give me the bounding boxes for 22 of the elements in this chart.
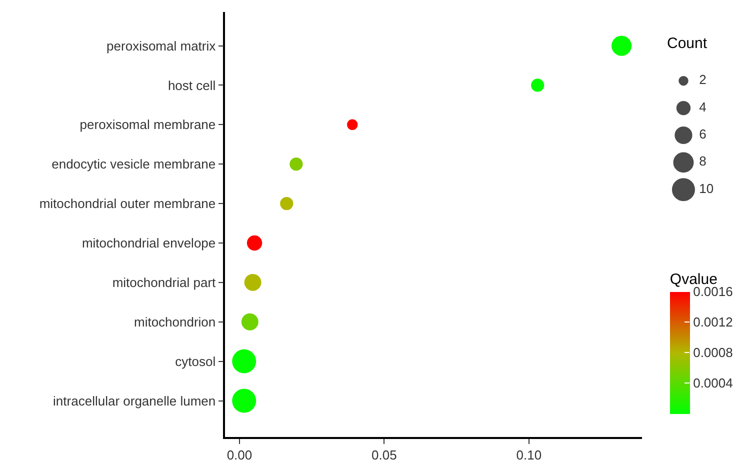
legend-title: Count: [667, 35, 708, 52]
y-tick-label: endocytic vesicle membrane: [52, 156, 216, 172]
y-tick-label: peroxisomal membrane: [80, 117, 216, 132]
y-tick-label: cytosol: [175, 354, 216, 369]
legend-label: 2: [699, 72, 706, 88]
y-tick-label: intracellular organelle lumen: [53, 393, 216, 408]
y-tick-label: mitochondrial part: [112, 274, 216, 290]
y-tick-label: peroxisomal matrix: [106, 38, 216, 54]
x-tick-label: 0.00: [226, 447, 252, 462]
color-bar-label: 0.0004: [693, 376, 733, 391]
y-tick-label: host cell: [168, 78, 216, 93]
color-bar-label: 0.0008: [693, 345, 733, 360]
x-tick-label: 0.10: [516, 447, 542, 462]
y-tick-label: mitochondrial outer membrane: [39, 196, 216, 212]
color-bar-label: 0.0012: [693, 314, 733, 330]
legend-label: 10: [699, 180, 714, 196]
legend-label: 4: [699, 99, 706, 114]
legend-label: 8: [699, 154, 706, 169]
y-tick-label: mitochondrial envelope: [82, 236, 216, 251]
y-tick-label: mitochondrion: [134, 314, 216, 330]
x-tick-label: 0.05: [372, 447, 397, 462]
legend-label: 6: [699, 126, 706, 142]
